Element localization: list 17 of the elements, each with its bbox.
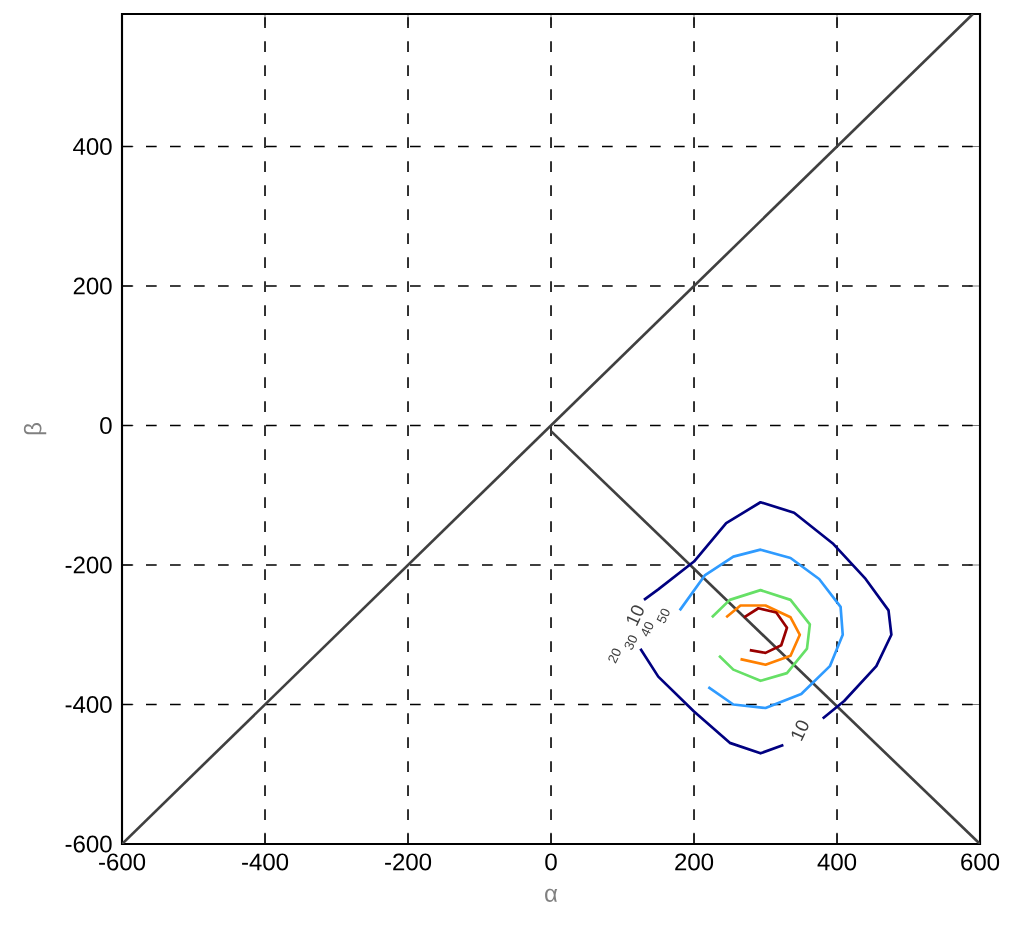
x-tick-label: 400 xyxy=(817,853,857,871)
x-tick-label: 600 xyxy=(961,853,1000,871)
x-axis-title: α xyxy=(545,888,558,902)
y-tick-label: 0 xyxy=(100,417,112,435)
y-tick-label: -600 xyxy=(65,835,112,853)
x-tick-label: -400 xyxy=(242,853,289,871)
y-axis-title: β xyxy=(23,423,47,435)
y-tick-label: -200 xyxy=(65,556,112,574)
x-tick-label: -200 xyxy=(385,853,432,871)
annotation: 10 xyxy=(791,720,809,742)
y-tick-label: -400 xyxy=(65,696,112,714)
x-tick-label: 200 xyxy=(675,853,714,871)
y-tick-label: 200 xyxy=(73,277,112,295)
x-tick-label: -600 xyxy=(99,853,146,871)
y-tick-label: 400 xyxy=(73,138,112,156)
annotation: 10 xyxy=(626,605,644,627)
x-tick-label: 0 xyxy=(545,853,557,871)
